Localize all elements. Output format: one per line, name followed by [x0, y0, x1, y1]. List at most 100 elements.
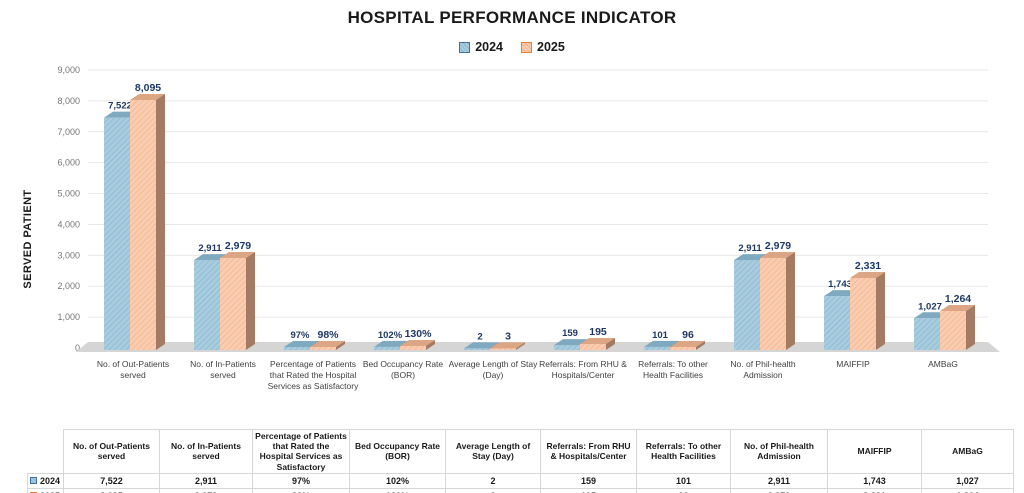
y-tick-label: 4,000 [57, 219, 80, 229]
table-cell: 130% [349, 487, 446, 493]
bar-2024-front [464, 348, 490, 350]
bar-2025-front [940, 310, 966, 350]
value-label-2025: 2,979 [225, 240, 251, 252]
legend-label: 2024 [475, 40, 503, 54]
category-label: Average Length of Stay (Day) [448, 359, 538, 381]
bar-2025-side [426, 339, 435, 350]
category-label: Referrals: From RHU & Hospitals/Center [539, 359, 627, 381]
bar-2024-top [374, 340, 409, 347]
series-swatch-icon [30, 477, 37, 485]
value-label-2024: 97% [290, 330, 310, 341]
bar-2025-top [850, 271, 885, 278]
chart-legend: 2024 2025 [0, 40, 1024, 54]
table-column-header: Referrals: From RHU & Hospitals/Center [540, 429, 637, 474]
table-corner-cell [27, 429, 64, 474]
table-column-header: MAIFFIP [827, 429, 922, 474]
bar-2025-side [696, 341, 705, 350]
bar-2025-top [220, 251, 255, 258]
value-label-2025: 2,979 [765, 240, 791, 252]
bar-2024-front [734, 260, 760, 350]
category-label: No. of Phil-health Admission [730, 359, 796, 381]
legend-swatch-icon [459, 41, 471, 53]
table-cell: 98% [252, 487, 350, 493]
y-tick-label: 9,000 [57, 65, 80, 75]
bar-2025-side [336, 340, 345, 350]
bar-2025-side [876, 271, 885, 350]
bar-2025-side [606, 337, 615, 350]
bar-2024-front [104, 117, 130, 350]
value-label-2024: 2,911 [738, 243, 762, 254]
bar-2025-top [580, 337, 615, 344]
bar-2024-top [644, 340, 679, 347]
legend-label: 2025 [537, 40, 565, 54]
bar-chart-plot: 0 1,000 2,000 3,000 4,000 5,000 6,000 7,000 8,00… [57, 65, 1000, 353]
table-cell: 2 [445, 472, 541, 489]
table-column-header: Average Length of Stay (Day) [445, 429, 541, 474]
table-cell: 195 [540, 487, 637, 493]
bar-2024-top [464, 342, 499, 349]
table-cell: 7,522 [63, 472, 160, 489]
bar-2024-front [194, 260, 220, 350]
table-cell: 101 [636, 472, 731, 489]
category-label: Referrals: To other Health Facilities [638, 359, 708, 381]
bar-2025-top [760, 251, 795, 258]
table-column-header: Percentage of Patients that Rated the Ho… [252, 429, 350, 474]
bar-2024-front [824, 296, 850, 350]
table-cell: 2,331 [827, 487, 922, 493]
legend-swatch-icon [521, 41, 532, 53]
bar-2025-top [670, 341, 705, 348]
table-cell: 1,743 [827, 472, 922, 489]
bar-2025-top [490, 342, 525, 349]
bar-2025-front [580, 343, 606, 350]
legend-item-2025: 2025 [521, 40, 565, 54]
data-table: No. of Out-Patients served No. of In-Pati… [27, 429, 1014, 493]
bar-2024-front [554, 345, 580, 350]
bar-2025-top [940, 304, 975, 311]
bar-2025-front [220, 257, 246, 350]
y-tick-label: 7,000 [57, 127, 80, 137]
y-axis-title: SERVED PATIENT [22, 189, 34, 289]
value-label-2025: 3 [505, 330, 511, 342]
value-label-2025: 130% [405, 328, 433, 340]
bar-2025-front [850, 277, 876, 350]
table-row-label: 2025 [27, 487, 64, 493]
value-label-2024: 159 [562, 328, 578, 339]
row-label-text: 2024 [40, 475, 61, 486]
bar-2025-side [966, 304, 975, 350]
table-cell: 2,911 [159, 472, 253, 489]
value-label-2025: 1,264 [945, 293, 971, 305]
category-label: AMBaG [928, 359, 958, 369]
table-column-header: AMBaG [921, 429, 1014, 474]
table-cell: 97% [252, 472, 350, 489]
table-row-label: 2024 [27, 472, 64, 489]
value-label-2024: 2 [477, 331, 482, 342]
bar-2025-top [130, 93, 165, 100]
bar-2024-front [284, 347, 310, 350]
y-tick-label: 0 [75, 343, 80, 353]
value-label-2024: 2,911 [198, 243, 222, 254]
bar-2024-top [554, 339, 589, 346]
value-label-2025: 2,331 [855, 260, 881, 272]
table-cell: 2,911 [730, 472, 828, 489]
table-cell: 2,979 [159, 487, 253, 493]
value-label-2024: 102% [378, 330, 403, 341]
bar-2025-front [760, 257, 786, 350]
bar-2024-front [374, 346, 400, 350]
bar-2025-front [400, 345, 426, 350]
table-row: 20258,0952,97998%130%3195962,9792,3311,2… [27, 487, 1014, 493]
table-column-header: Referrals: To other Health Facilities [636, 429, 731, 474]
table-cell: 2,979 [730, 487, 828, 493]
value-label-2025: 98% [317, 329, 339, 341]
value-label-2025: 8,095 [135, 82, 161, 94]
y-tick-label: 1,000 [57, 312, 80, 322]
bar-2025-side [516, 342, 525, 350]
bar-2025-top [400, 339, 435, 346]
table-column-header: Bed Occupancy Rate (BOR) [349, 429, 446, 474]
table-column-header: No. of Out-Patients served [63, 429, 160, 474]
category-label: MAIFFIP [836, 359, 870, 369]
y-tick-label: 6,000 [57, 158, 80, 168]
value-label-2025: 96 [682, 329, 694, 341]
category-label: No. of Out-Patients served [96, 359, 170, 381]
table-cell: 8,095 [63, 487, 160, 493]
